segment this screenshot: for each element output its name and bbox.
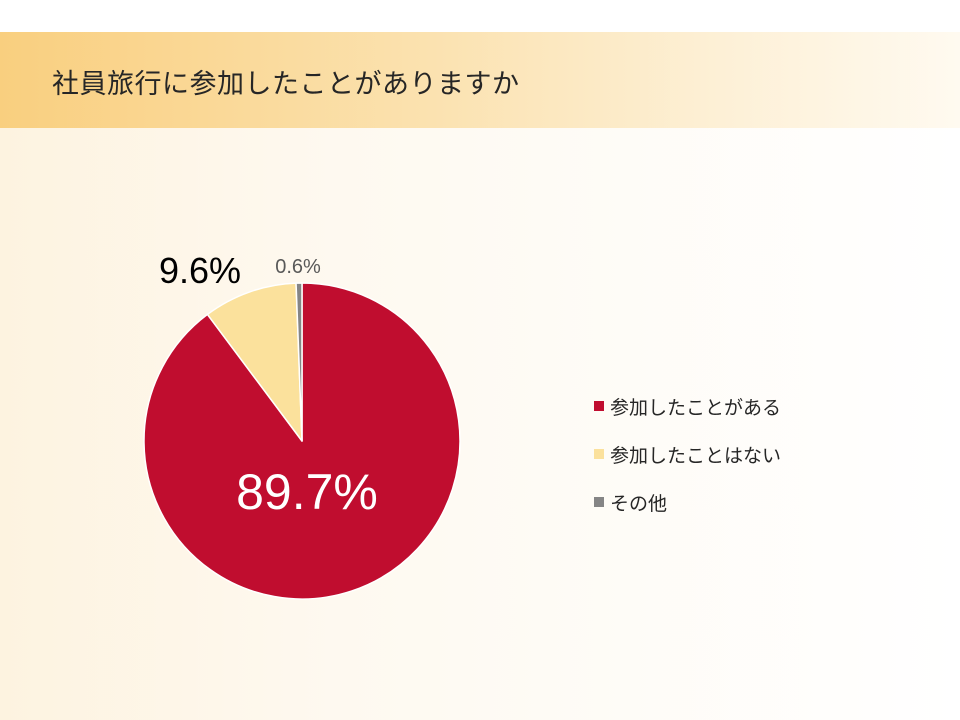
legend-label: 参加したことはない — [610, 444, 782, 467]
legend-item-not-participated: 参加したことはない — [594, 442, 782, 467]
data-label-participated: 89.7% — [236, 464, 378, 520]
data-label-other: 0.6% — [275, 256, 321, 278]
slide-title: 社員旅行に参加したことがありますか — [52, 69, 520, 100]
legend-swatch — [594, 401, 604, 411]
legend-swatch — [594, 497, 604, 507]
legend-swatch — [594, 449, 604, 459]
title-band — [0, 32, 960, 128]
pie-slice-other — [295, 282, 303, 442]
legend-item-participated: 参加したことがある — [594, 394, 782, 419]
pie-slice-not-participated — [206, 282, 303, 442]
chart-legend: 参加したことがある 参加したことはない その他 — [594, 394, 781, 538]
slide-top-strip — [0, 0, 960, 32]
legend-label: 参加したことがある — [610, 396, 782, 419]
data-label-not-participated: 9.6% — [159, 250, 241, 291]
legend-label: その他 — [610, 492, 668, 515]
legend-item-other: その他 — [594, 490, 781, 515]
